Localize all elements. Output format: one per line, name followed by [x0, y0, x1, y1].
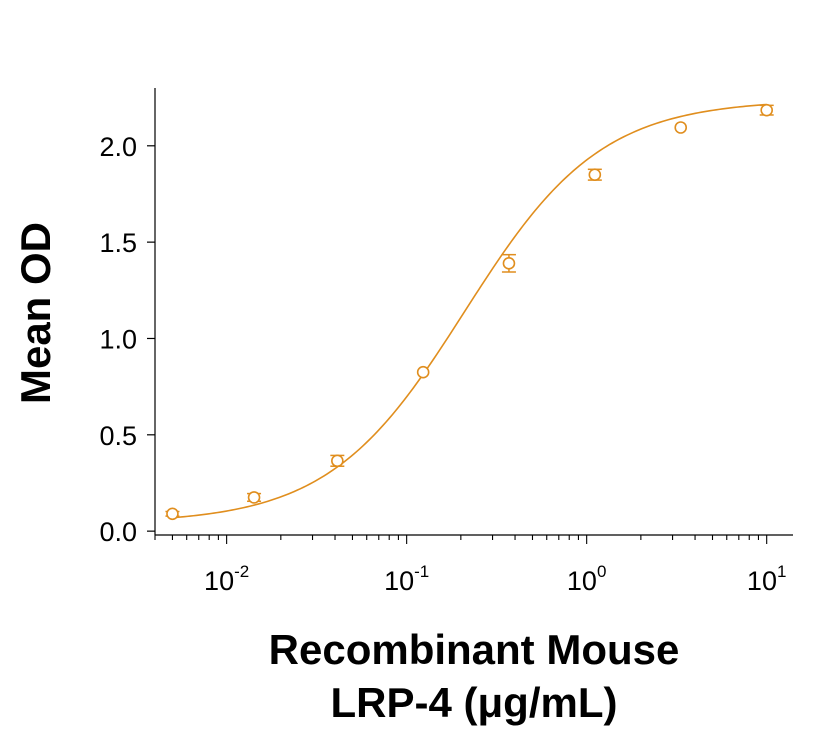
axes	[154, 88, 793, 536]
point-marker	[760, 103, 773, 117]
point-marker	[331, 454, 344, 468]
x-axis-title-line-1: Recombinant Mouse	[269, 626, 680, 673]
y-tick-label: 2.0	[99, 132, 137, 162]
point-marker	[502, 257, 516, 270]
x-tick-exponent: 1	[777, 562, 786, 581]
y-tick-label: 1.0	[99, 324, 137, 354]
x-tick-exponent: -1	[414, 562, 429, 581]
data-point	[165, 507, 180, 521]
x-tick-base: 10	[384, 566, 414, 596]
x-tick-label: 10-2	[204, 562, 249, 596]
data-point	[674, 121, 688, 134]
y-tick-label: 0.5	[99, 421, 137, 451]
x-tick-label: 100	[567, 562, 607, 596]
fit-curve	[172, 103, 767, 519]
data-point	[416, 365, 430, 379]
point-marker	[416, 365, 430, 379]
x-tick-label: 101	[747, 562, 787, 596]
x-axis-title-line-2: LRP-4 (μg/mL)	[330, 679, 617, 726]
x-tick-label: 10-1	[384, 562, 429, 596]
x-tick-base: 10	[204, 566, 234, 596]
fit-curve-layer	[172, 103, 767, 519]
y-axis-title: Mean OD	[12, 222, 59, 404]
point-marker	[674, 121, 688, 134]
point-marker	[588, 168, 602, 182]
data-point	[247, 491, 262, 504]
data-points-layer	[165, 103, 774, 521]
data-point	[501, 253, 516, 273]
point-marker	[166, 507, 179, 521]
point-marker	[247, 491, 261, 504]
x-tick-exponent: -2	[234, 562, 249, 581]
y-tick-label: 0.0	[99, 517, 137, 547]
data-point	[759, 103, 774, 117]
x-tick-base: 10	[747, 566, 777, 596]
data-point	[587, 168, 602, 182]
y-ticks: 0.0 0.5 1.0 1.5 2.0	[99, 132, 155, 547]
y-tick-label: 1.5	[99, 228, 137, 258]
x-tick-base: 10	[567, 566, 597, 596]
x-ticks: 10-2 10-1 100 101	[154, 535, 787, 596]
data-point	[330, 454, 345, 468]
x-tick-exponent: 0	[597, 562, 606, 581]
